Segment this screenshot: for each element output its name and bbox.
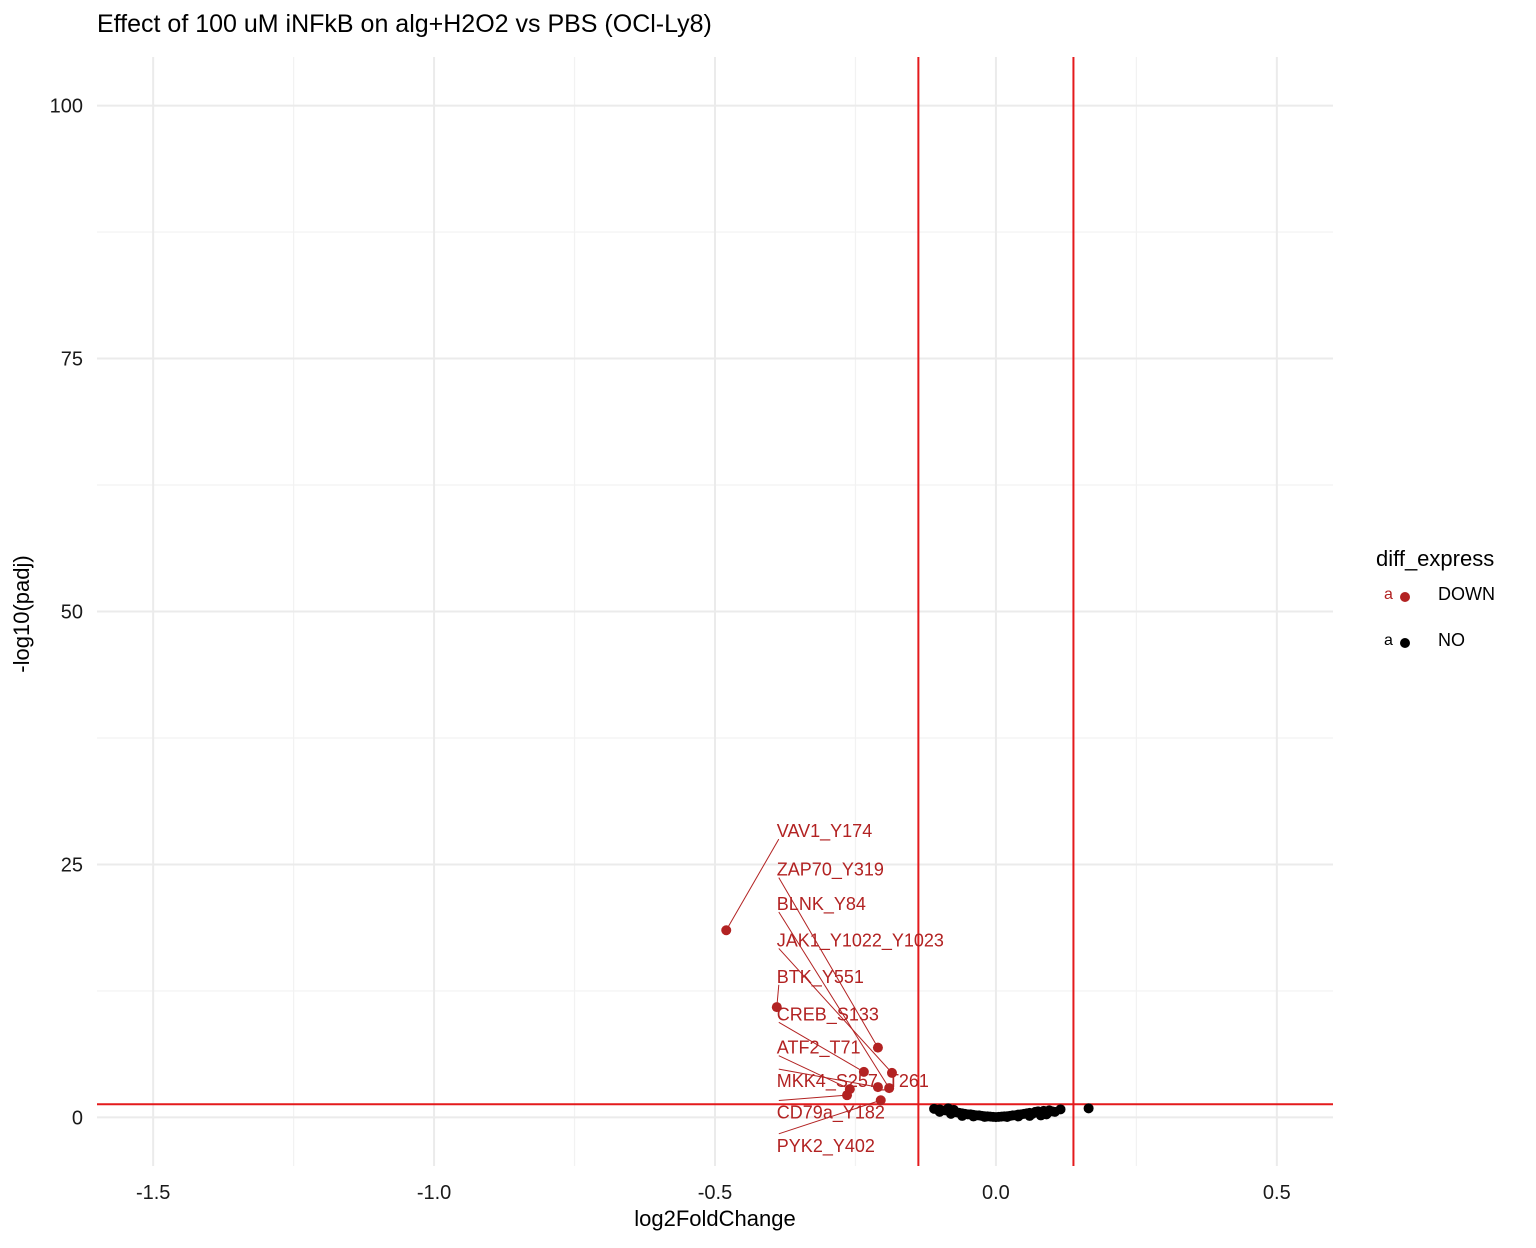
x-tick-label: -1.0 [417,1182,451,1204]
data-point-no [934,1106,945,1117]
legend-key-glyph: a [1384,586,1393,603]
y-tick-labels: 0 25 50 75 100 [50,96,83,1130]
data-point-no [1013,1111,1024,1122]
data-point-down [884,1083,895,1094]
x-tick-label: 0.0 [982,1182,1010,1204]
legend-label: DOWN [1438,584,1495,604]
data-point-down [872,1042,883,1053]
y-tick-label: 50 [61,602,83,624]
y-tick-label: 75 [61,349,83,371]
label-connector [778,948,893,1074]
legend-label: NO [1438,630,1465,650]
data-point-no [1002,1112,1013,1123]
data-point-down [858,1066,869,1077]
legend-key-glyph: a [1384,632,1393,649]
label-connector [778,1055,851,1090]
point-label: ZAP70_Y319 [777,860,884,881]
point-label: CREB_S133 [777,1004,879,1025]
x-tick-labels: -1.5 -1.0 -0.5 0.0 0.5 [136,1182,1291,1204]
label-connector [778,1099,881,1135]
point-label: BTK_Y551 [777,967,864,988]
grid-major [97,57,1333,1166]
label-connector [778,1068,879,1088]
data-point-no [945,1108,956,1119]
label-connector [778,1021,865,1073]
data-point-no [957,1110,968,1121]
data-point-no [1083,1103,1094,1114]
label-connector [778,1094,848,1101]
label-connector [778,877,879,1048]
data-point-down [771,1002,782,1013]
legend-entry: a NO [1376,618,1494,664]
y-tick-label: 100 [50,96,83,118]
y-tick-label: 25 [61,854,83,876]
data-point-no [968,1111,979,1122]
point-label: VAV1_Y174 [777,821,872,842]
point-labels: VAV1_Y174 BTK_Y551 ZAP70_Y319 CREB_S133 JAK1… [777,821,944,1157]
legend-key-dot [1400,638,1410,648]
point-label: CD79a_Y182 [777,1102,885,1123]
data-point-no [1041,1109,1052,1120]
point-label: ATF2_T71 [777,1038,861,1059]
data-point-no [1055,1104,1066,1115]
x-tick-label: -1.5 [136,1182,170,1204]
label-connector [725,838,780,931]
chart-title: Effect of 100 uM iNFkB on alg+H2O2 vs PB… [97,10,712,38]
data-points [721,925,1094,1123]
x-axis-label: log2FoldChange [634,1206,796,1231]
data-point-down [842,1090,853,1101]
data-point-down [872,1082,883,1093]
legend: diff_express a DOWN a NO [1376,546,1495,664]
label-connectors [725,838,893,1135]
y-tick-label: 0 [72,1107,83,1129]
data-point-down [875,1095,886,1106]
data-point-no [979,1111,990,1122]
point-label: JAK1_Y1022_Y1023 [777,930,944,951]
y-axis-label: -log10(padj) [9,555,34,673]
x-tick-label: 0.5 [1263,1182,1291,1204]
point-label: MKK4_S257_T261 [777,1071,929,1092]
point-label: PYK2_Y402 [777,1136,875,1157]
threshold-lines [97,57,1333,1166]
legend-key-dot [1400,592,1410,602]
legend-title: diff_express [1376,546,1495,571]
data-point-no [1024,1110,1035,1121]
label-connector [778,911,890,1089]
legend-entry: a DOWN [1376,572,1495,618]
data-point-down [886,1067,897,1078]
legend-entries: a DOWN a NO [1376,572,1495,664]
legend-key: a [1380,572,1416,618]
data-point-down [721,925,732,936]
x-tick-label: -0.5 [698,1182,732,1204]
point-label: BLNK_Y84 [777,894,866,915]
legend-key: a [1380,618,1416,664]
